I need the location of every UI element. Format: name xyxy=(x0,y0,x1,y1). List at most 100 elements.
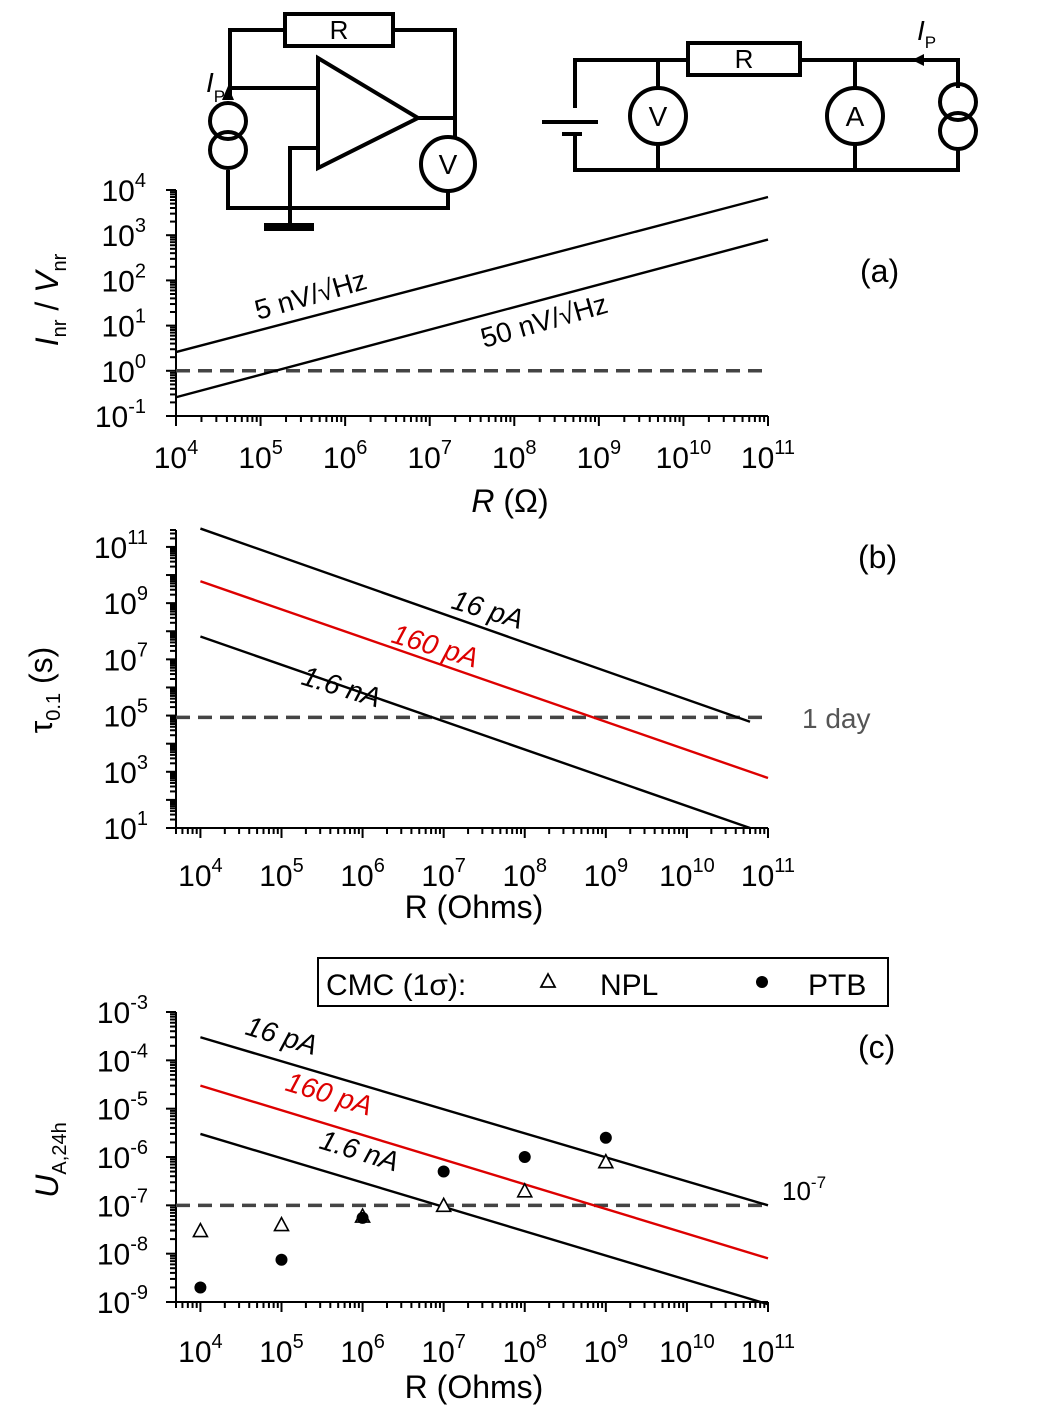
legend-title: CMC (1σ): xyxy=(326,969,466,1002)
y-tick-label: 10-1 xyxy=(95,396,146,434)
wire xyxy=(226,170,450,210)
legend-box xyxy=(317,957,889,1007)
right-ammeter-label: A xyxy=(846,101,865,132)
x-tick-label: 107 xyxy=(421,1331,466,1369)
legend-circle-icon xyxy=(756,976,768,988)
series-line-16na xyxy=(200,1132,769,1306)
series-label-16pa: 16 pA xyxy=(448,584,527,635)
wire xyxy=(393,28,457,137)
x-tick-label: 107 xyxy=(407,437,452,475)
npl-point xyxy=(273,1215,290,1232)
y-tick-label: 101 xyxy=(104,808,149,846)
y-tick-label: 100 xyxy=(102,351,147,389)
y-tick-label: 105 xyxy=(104,696,149,734)
panel-b-xlabel: R (Ohms) xyxy=(405,889,544,925)
panel-c-axes: 104 105 106 107 108 109 1010 1011 10-9 10-8 10-7 10… xyxy=(97,992,795,1369)
panel-b-axes: 104 105 106 107 108 109 1010 1011 101 103 105 107 10… xyxy=(94,527,795,893)
y-tick-label: 104 xyxy=(102,170,147,208)
panel-c-scatter-layer xyxy=(192,1131,615,1294)
series-label-160pa: 160 pA xyxy=(388,618,482,674)
wire xyxy=(573,58,688,108)
op-amp xyxy=(316,54,423,172)
y-tick-label: 102 xyxy=(102,260,147,298)
series-line-16pa xyxy=(200,527,751,723)
x-tick-label: 105 xyxy=(259,855,304,893)
x-tick-label: 1011 xyxy=(741,855,795,893)
series-line-160pa xyxy=(200,580,769,780)
x-tick-label: 108 xyxy=(502,855,547,893)
series-label-1_6na: 1.6 nA xyxy=(316,1124,402,1177)
ptb-point xyxy=(599,1131,612,1144)
ammeter-circle xyxy=(825,86,885,146)
wire xyxy=(288,146,318,210)
x-tick-label: 106 xyxy=(323,437,368,475)
panel-c-label: (c) xyxy=(858,1029,895,1065)
panel-c-series-layer xyxy=(176,1036,769,1306)
current-source-circle xyxy=(938,82,978,122)
ptb-point xyxy=(356,1211,369,1224)
npl-point xyxy=(435,1196,453,1213)
series-line-50nvhz xyxy=(175,238,769,399)
reference-label-1e-7: 10-7 xyxy=(782,1173,826,1206)
y-tick-label: 107 xyxy=(104,639,149,677)
current-source-circle xyxy=(208,101,248,141)
legend: CMC (1σ): NPL PTB xyxy=(317,957,889,1007)
right-voltmeter-label: V xyxy=(649,101,668,132)
circuit-transimpedance xyxy=(208,12,477,231)
ptb-point xyxy=(518,1151,531,1163)
x-tick-label: 109 xyxy=(584,1331,629,1369)
panel-b-series-layer xyxy=(176,527,769,830)
wire xyxy=(573,134,960,172)
wire xyxy=(800,58,960,88)
series-label-1_6na: 1.6 nA xyxy=(298,660,384,713)
x-tick-label: 1011 xyxy=(741,1331,795,1369)
panel-b-ylabel: τ0.1 (s) xyxy=(23,647,65,734)
x-tick-label: 104 xyxy=(154,437,199,475)
panel-a-ylabel: Inr / Vnr xyxy=(29,253,71,346)
voltmeter-circle xyxy=(628,86,688,146)
panel-b: 104 105 106 107 108 109 1010 1011 101 103 105 107 10… xyxy=(23,527,897,925)
current-source-circle xyxy=(208,130,248,170)
y-tick-label: 10-4 xyxy=(97,1040,148,1078)
legend-entry-ptb: PTB xyxy=(808,969,866,1002)
panel-a-axes: 104 105 106 107 108 109 1010 1011 10-1 100 101 102 1… xyxy=(95,170,795,475)
y-tick-label: 10-3 xyxy=(97,992,148,1030)
panel-c-xlabel: R (Ohms) xyxy=(405,1369,544,1405)
panel-b-label: (b) xyxy=(858,539,897,575)
current-arrow-icon xyxy=(222,86,234,100)
x-tick-label: 105 xyxy=(238,437,283,475)
y-tick-label: 109 xyxy=(104,583,149,621)
x-tick-label: 1010 xyxy=(656,437,712,475)
x-tick-label: 109 xyxy=(584,855,629,893)
x-tick-label: 107 xyxy=(421,855,466,893)
ptb-point xyxy=(275,1253,288,1266)
x-tick-label: 108 xyxy=(492,437,537,475)
right-resistor-label: R xyxy=(735,44,754,74)
circuit-va-method xyxy=(542,41,978,172)
npl-point xyxy=(516,1182,534,1198)
panel-a: 104 105 106 107 108 109 1010 1011 10-1 100 101 102 1… xyxy=(29,170,899,519)
y-tick-label: 103 xyxy=(104,752,149,790)
voltmeter-circle xyxy=(419,135,477,193)
series-line-16pa xyxy=(200,1036,769,1207)
legend-entry-npl: NPL xyxy=(600,969,658,1002)
y-tick-label: 101 xyxy=(102,306,147,344)
legend-triangle-icon xyxy=(539,972,557,988)
panel-c: 104 105 106 107 108 109 1010 1011 10-9 10-8 10-7 10… xyxy=(29,957,895,1405)
x-tick-label: 104 xyxy=(178,855,223,893)
series-label-50nv: 50 nV/√Hz xyxy=(477,288,611,354)
x-tick-label: 105 xyxy=(259,1331,304,1369)
series-line-16na xyxy=(200,635,751,830)
npl-point xyxy=(597,1152,615,1169)
reference-label-1day: 1 day xyxy=(802,703,871,734)
ptb-point xyxy=(194,1281,207,1294)
left-meter-label: V xyxy=(439,149,458,180)
current-source-circle xyxy=(938,111,978,151)
y-tick-label: 10-5 xyxy=(97,1089,148,1127)
x-tick-label: 106 xyxy=(340,855,385,893)
wire xyxy=(228,28,285,98)
y-tick-label: 103 xyxy=(102,215,147,253)
right-current-label: IP xyxy=(917,15,936,52)
panel-c-ylabel: UA,24h xyxy=(29,1122,71,1197)
panel-a-label: (a) xyxy=(860,253,899,289)
